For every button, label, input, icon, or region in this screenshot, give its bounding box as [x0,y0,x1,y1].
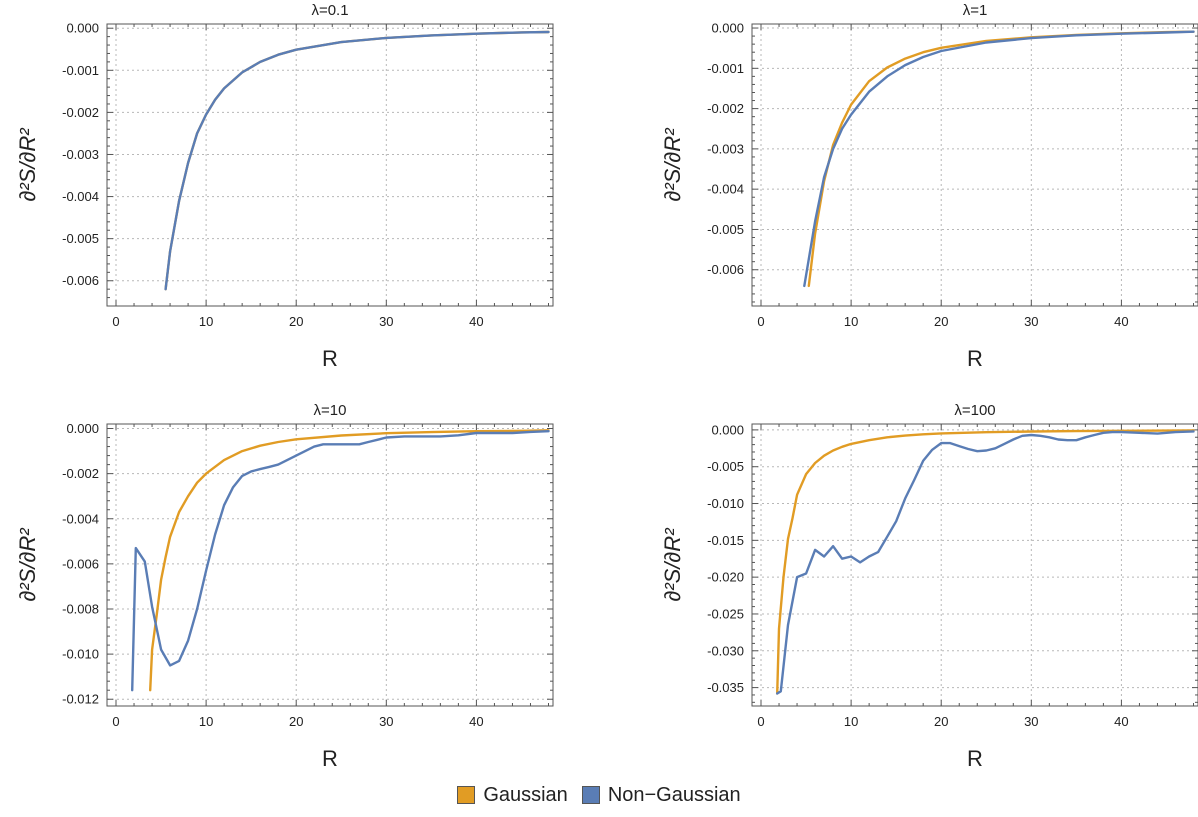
y-tick-label: -0.035 [707,680,744,695]
x-tick-label: 40 [1114,314,1128,329]
y-axis-label: ∂²S/∂R² [15,528,40,602]
y-tick-label: -0.004 [62,511,99,526]
y-tick-label: -0.001 [62,63,99,78]
y-tick-label: -0.005 [707,459,744,474]
y-tick-label: -0.006 [707,262,744,277]
y-tick-label: -0.006 [62,556,99,571]
x-tick-label: 10 [199,714,213,729]
x-tick-label: 0 [112,714,119,729]
series-line-non-gaussian [164,30,550,291]
x-tick-label: 40 [1114,714,1128,729]
plot-frame [751,423,1198,707]
x-tick-label: 30 [1024,714,1038,729]
legend-label-non-gaussian: Non−Gaussian [607,783,741,806]
y-tick-label: -0.002 [62,105,99,120]
plot-frame [106,23,554,307]
y-tick-label: -0.002 [707,101,744,116]
y-tick-label: -0.015 [707,533,744,548]
y-tick-label: -0.004 [707,182,744,197]
y-tick-label: -0.012 [62,692,99,707]
legend: Gaussian Non−Gaussian [0,780,1198,810]
legend-swatch-gaussian [457,786,476,804]
x-axis-label: R [967,746,983,771]
chart-panel-3: 0 10 20 30 40 0.000 -0.002 -0.004 -0.006 -0.008 -0… [15,402,554,771]
chart-panel-2: 0 10 20 30 40 0.000 -0.001 -0.002 -0.003 -0.004 -0… [660,2,1198,371]
y-tick-label: -0.006 [62,273,99,288]
series-line-gaussian [807,30,1195,288]
chart-title: λ=1 [963,2,988,19]
x-tick-label: 10 [199,314,213,329]
x-tick-label: 10 [844,714,858,729]
y-tick-label: -0.025 [707,606,744,621]
plot-frame [751,23,1198,307]
y-tick-label: -0.003 [62,147,99,162]
series-line-gaussian [776,429,1195,695]
y-tick-label: -0.003 [707,141,744,156]
legend-item-non-gaussian: Non−Gaussian [581,783,741,807]
y-tick-label: -0.008 [62,601,99,616]
series-line-non-gaussian [776,430,1195,695]
chart-title: λ=100 [954,402,995,419]
y-axis-label: ∂²S/∂R² [15,128,40,202]
y-tick-label: -0.004 [62,189,99,204]
x-tick-label: 40 [469,714,483,729]
y-tick-label: -0.002 [62,466,99,481]
chart-title: λ=0.1 [311,2,348,19]
x-axis-label: R [967,346,983,371]
x-axis-label: R [322,346,338,371]
x-tick-label: 20 [934,314,948,329]
y-axis-label: ∂²S/∂R² [660,528,685,602]
x-tick-label: 20 [934,714,948,729]
x-tick-label: 30 [1024,314,1038,329]
series-line-gaussian [148,429,550,692]
x-tick-label: 20 [289,314,303,329]
x-axis-label: R [322,746,338,771]
x-tick-label: 0 [757,714,764,729]
x-tick-label: 10 [844,314,858,329]
y-tick-label: -0.010 [62,647,99,662]
chart-panel-4: 0 10 20 30 40 0.000 -0.005 -0.010 -0.015 -0.020 -0… [660,402,1198,771]
y-tick-label: -0.005 [707,222,744,237]
legend-item-gaussian: Gaussian [457,784,568,807]
chart-panel-1: 0 10 20 30 40 0.000 -0.001 -0.002 -0.003 -0.004 -0… [15,2,554,371]
x-tick-label: 20 [289,714,303,729]
y-tick-label: 0.000 [66,421,99,436]
legend-label-gaussian: Gaussian [483,783,568,806]
y-tick-label: 0.000 [711,422,744,437]
x-tick-label: 40 [469,314,483,329]
y-axis-label: ∂²S/∂R² [660,128,685,202]
x-tick-label: 30 [379,714,393,729]
x-tick-label: 30 [379,314,393,329]
y-tick-label: 0.000 [66,21,99,36]
series-line-non-gaussian [130,430,550,692]
y-tick-label: -0.020 [707,570,744,585]
legend-swatch-non-gaussian [581,786,600,804]
y-tick-label: -0.001 [707,61,744,76]
plot-frame [106,423,554,707]
chart-title: λ=10 [314,402,347,419]
y-tick-label: 0.000 [711,21,744,36]
y-tick-label: -0.030 [707,643,744,658]
y-tick-label: -0.005 [62,231,99,246]
series-line-non-gaussian [803,30,1195,288]
y-tick-label: -0.010 [707,496,744,511]
x-tick-label: 0 [757,314,764,329]
x-tick-label: 0 [112,314,119,329]
